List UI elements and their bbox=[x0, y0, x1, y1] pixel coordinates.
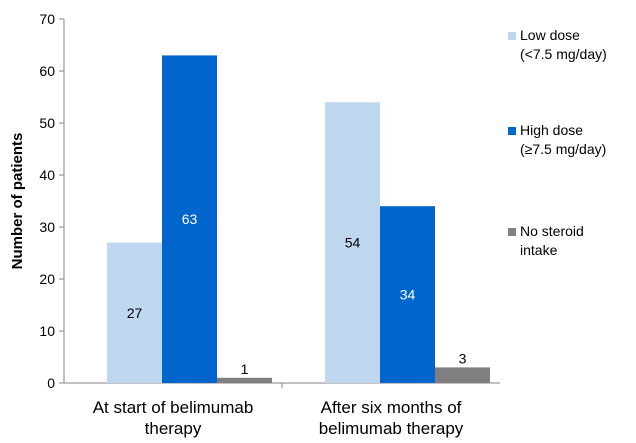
legend-item: Low dose (<7.5 mg/day) bbox=[508, 26, 636, 66]
bar-1-2 bbox=[325, 102, 380, 383]
legend-swatch bbox=[508, 228, 516, 236]
x-tick-label: therapy bbox=[145, 419, 202, 438]
legend: Low dose (<7.5 mg/day) High dose (≥7.5 mg/d… bbox=[508, 26, 636, 266]
y-tick-label: 0 bbox=[47, 375, 55, 391]
legend-swatch bbox=[508, 127, 516, 135]
legend-label: Low dose bbox=[520, 27, 580, 43]
legend-label: (<7.5 mg/day) bbox=[520, 46, 607, 62]
data-label: 27 bbox=[127, 305, 143, 321]
y-tick-label: 70 bbox=[39, 11, 55, 27]
data-label: 34 bbox=[400, 287, 416, 303]
bar-3-1 bbox=[217, 377, 272, 383]
x-tick-label: After six months of bbox=[321, 398, 462, 417]
legend-item: High dose (≥7.5 mg/day) bbox=[508, 121, 636, 161]
y-tick-label: 40 bbox=[39, 167, 55, 183]
y-axis-label: Number of patients bbox=[9, 133, 26, 270]
y-tick-label: 50 bbox=[39, 115, 55, 131]
legend-label: No steroid bbox=[520, 223, 584, 239]
legend-label: (≥7.5 mg/day) bbox=[520, 141, 607, 157]
bar-1-1 bbox=[107, 242, 162, 383]
data-label: 54 bbox=[345, 235, 361, 251]
y-tick-label: 10 bbox=[39, 323, 55, 339]
bar-2-1 bbox=[162, 55, 217, 384]
y-tick-label: 20 bbox=[39, 271, 55, 287]
x-tick-label: belimumab therapy bbox=[319, 419, 464, 438]
y-tick-label: 60 bbox=[39, 63, 55, 79]
bar-3-2 bbox=[435, 367, 490, 383]
bar-2-2 bbox=[380, 206, 435, 383]
legend-label: High dose bbox=[520, 122, 584, 138]
x-tick-label: At start of belimumab bbox=[93, 398, 254, 417]
data-label: 3 bbox=[459, 350, 467, 366]
data-label: 1 bbox=[241, 361, 249, 377]
y-tick-label: 30 bbox=[39, 219, 55, 235]
legend-label: intake bbox=[520, 242, 558, 258]
legend-item: No steroid intake bbox=[508, 222, 636, 262]
legend-swatch bbox=[508, 32, 516, 40]
data-label: 63 bbox=[182, 211, 198, 227]
